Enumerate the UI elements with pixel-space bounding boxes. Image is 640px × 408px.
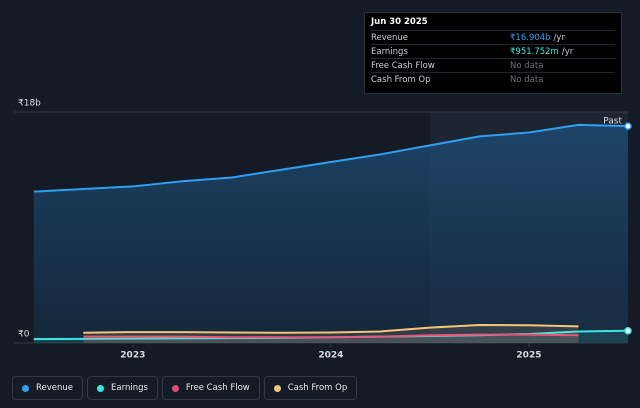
tooltip-date: Jun 30 2025 xyxy=(371,17,428,27)
tooltip-value: No data xyxy=(510,74,544,85)
legend-label: Cash From Op xyxy=(287,383,348,393)
area xyxy=(83,325,579,343)
tooltip-label: Cash From Op xyxy=(371,74,431,85)
tooltip: Jun 30 2025 Revenue ₹16.904b/yr Earnings ₹9… xyxy=(364,12,622,94)
legend-swatch xyxy=(273,384,281,392)
tooltip-row: Earnings ₹951.752m/yr xyxy=(371,44,615,58)
legend-label: Free Cash Flow xyxy=(185,383,250,393)
tooltip-row: Revenue ₹16.904b/yr xyxy=(371,30,615,44)
line xyxy=(83,333,579,339)
tooltip-value: No data xyxy=(510,60,544,71)
legend-label: Revenue xyxy=(36,383,74,393)
tooltip-label: Free Cash Flow xyxy=(371,60,435,71)
line xyxy=(83,324,579,334)
legend-label: Earnings xyxy=(111,383,148,393)
end-marker xyxy=(624,327,632,335)
tooltip-label: Revenue xyxy=(371,32,409,43)
line xyxy=(33,123,629,193)
x-tick-label: 2024 xyxy=(318,351,343,361)
y-tick-label: ₹0 xyxy=(18,330,30,340)
legend-swatch xyxy=(97,384,105,392)
legend-swatch xyxy=(22,384,29,392)
tooltip-label: Earnings xyxy=(371,46,408,57)
legend-button[interactable]: Revenue xyxy=(12,376,84,400)
end-marker xyxy=(624,122,632,130)
tooltip-unit: /yr xyxy=(553,32,565,43)
tooltip-row: Free Cash Flow No data xyxy=(371,58,615,72)
tooltip-value: ₹951.752m xyxy=(510,46,559,57)
legend-button[interactable]: Earnings xyxy=(87,376,158,400)
area xyxy=(33,330,628,343)
annotation: Past xyxy=(603,117,622,127)
legend-swatch xyxy=(171,384,179,392)
legend-button[interactable]: Cash From Op xyxy=(263,376,358,400)
x-tick-label: 2025 xyxy=(516,351,541,361)
chart: ₹0 ₹18b 2023 2024 2025 Past xyxy=(14,99,632,361)
legend-button[interactable]: Free Cash Flow xyxy=(161,376,260,400)
tooltip-row: Cash From Op No data xyxy=(371,72,615,86)
y-tick-label: ₹18b xyxy=(18,99,41,109)
tooltip-value: ₹16.904b xyxy=(510,32,551,43)
legend: Revenue Earnings Free Cash Flow Cash From O… xyxy=(12,376,358,400)
x-tick-label: 2023 xyxy=(120,351,145,361)
area xyxy=(83,334,579,343)
area xyxy=(33,124,628,343)
tooltip-unit: /yr xyxy=(561,46,574,57)
